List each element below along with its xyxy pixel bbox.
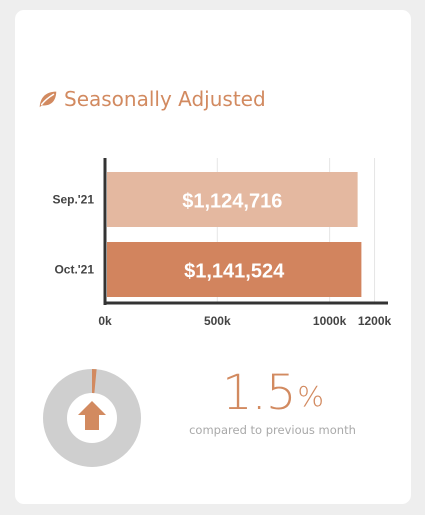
x-tick-label: 0k xyxy=(98,314,112,328)
bar xyxy=(107,242,362,297)
arrow-up-icon xyxy=(78,401,106,430)
change-stat: 1.5% compared to previous month xyxy=(170,365,375,437)
x-tick-label: 1000k xyxy=(313,314,347,328)
change-percentage: 1.5% xyxy=(170,365,375,421)
bar xyxy=(107,172,358,227)
x-tick-label: 500k xyxy=(204,314,231,328)
bar-chart: $1,124,716 Sep.'21 $1,141,524 Oct.'21 0k 500k… xyxy=(52,158,392,328)
bar-value-label: $1,124,716 xyxy=(182,191,282,213)
category-label: Oct.'21 xyxy=(54,263,94,277)
bar-value-label: $1,141,524 xyxy=(184,261,285,283)
change-unit: % xyxy=(297,380,324,413)
card-title: Seasonally Adjusted xyxy=(64,87,266,111)
card-header: Seasonally Adjusted xyxy=(37,87,266,111)
category-label: Sep.'21 xyxy=(52,193,94,207)
change-caption: compared to previous month xyxy=(189,423,356,437)
change-ring xyxy=(42,368,142,468)
x-tick-label: 1200k xyxy=(358,314,392,328)
leaf-icon xyxy=(39,91,57,108)
change-value: 1.5 xyxy=(222,365,296,421)
